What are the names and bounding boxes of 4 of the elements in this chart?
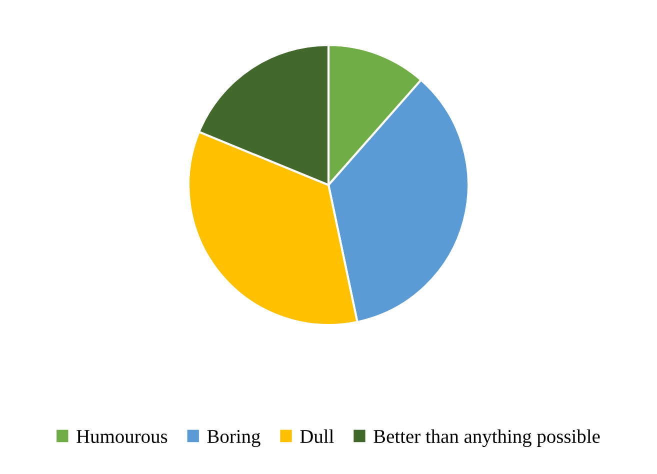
legend-label: Dull	[300, 429, 334, 444]
legend-label: Better than anything possible	[374, 429, 600, 448]
legend-label: Humourous	[76, 430, 168, 444]
legend-label: Boring	[207, 430, 260, 448]
